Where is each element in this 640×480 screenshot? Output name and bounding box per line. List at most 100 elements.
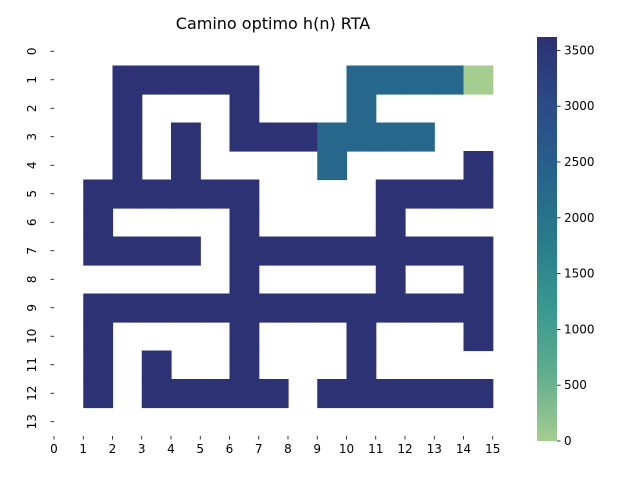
heatmap-cell (463, 293, 494, 323)
y-tick-label: 12 (25, 386, 39, 401)
heatmap-cell (200, 65, 231, 95)
heatmap-cell (317, 151, 348, 181)
heatmap-cell (229, 265, 260, 295)
colorbar-tick-label: 3000 (564, 99, 595, 113)
x-tick-label: 4 (167, 442, 175, 456)
x-tick-label: 6 (226, 442, 234, 456)
heatmap-cell (229, 379, 260, 409)
heatmap-cell (200, 293, 231, 323)
heatmap-cell (317, 293, 348, 323)
heatmap-cell (200, 379, 231, 409)
colorbar-tick-label: 1000 (564, 322, 595, 336)
colorbar-tick-label: 500 (564, 378, 587, 392)
heatmap-cell (112, 179, 143, 209)
heatmap-cell (83, 322, 114, 352)
heatmap-cell (463, 236, 494, 266)
heatmap-cell (375, 208, 406, 238)
heatmap-cell (434, 179, 465, 209)
y-tick-label: 4 (25, 161, 39, 169)
heatmap-cell (288, 293, 318, 323)
heatmap-cell (229, 94, 260, 124)
x-tick-label: 10 (339, 442, 354, 456)
heatmap-cell (463, 379, 494, 409)
heatmap-cell (141, 236, 172, 266)
heatmap-cell (258, 236, 289, 266)
heatmap-cell (346, 122, 377, 152)
y-tick-label: 10 (25, 329, 39, 344)
heatmap-cell (171, 65, 201, 95)
x-tick-label: 8 (284, 442, 292, 456)
heatmap-cell (375, 179, 406, 209)
heatmap-cell (317, 122, 348, 152)
heatmap-cell (346, 94, 377, 124)
heatmap-cell (229, 65, 260, 95)
heatmap-cell (288, 122, 318, 152)
heatmap-cell (112, 65, 143, 95)
heatmap-cell (171, 379, 201, 409)
heatmap-cell (112, 94, 143, 124)
heatmap-cell (141, 350, 172, 380)
x-tick-label: 13 (427, 442, 442, 456)
x-tick-label: 7 (255, 442, 263, 456)
heatmap-cell (375, 236, 406, 266)
heatmap-cell (405, 122, 435, 152)
heatmap-cell (112, 151, 143, 181)
heatmap-cell (229, 350, 260, 380)
x-tick-label: 5 (196, 442, 204, 456)
x-tick-label: 2 (109, 442, 117, 456)
colorbar-axis: 0 500 1000 1500 2000 2500 3000 3500 (557, 43, 595, 448)
x-tick-label: 15 (485, 442, 500, 456)
heatmap-cell (229, 293, 260, 323)
heatmap-cell (463, 151, 494, 181)
y-tick-label: 7 (25, 247, 39, 255)
x-tick-label: 0 (50, 442, 58, 456)
heatmap-cell (112, 236, 143, 266)
heatmap-cell (229, 179, 260, 209)
heatmap-cell (229, 208, 260, 238)
y-tick-label: 13 (25, 414, 39, 429)
heatmap-cell (171, 179, 201, 209)
y-tick-label: 3 (25, 133, 39, 141)
heatmap-cell (171, 293, 201, 323)
heatmap-cell (463, 265, 494, 295)
heatmap-cell (375, 293, 406, 323)
heatmap-cell (258, 379, 289, 409)
heatmap-cell (171, 122, 201, 152)
heatmap-cell (229, 322, 260, 352)
y-tick-label: 8 (25, 275, 39, 283)
y-tick-label: 6 (25, 218, 39, 226)
heatmap-cell (346, 379, 377, 409)
heatmap-cell (317, 236, 348, 266)
x-tick-label: 12 (397, 442, 412, 456)
heatmap-cell (141, 293, 172, 323)
heatmap-cell (346, 236, 377, 266)
heatmap-cell (346, 322, 377, 352)
colorbar-tick-label: 0 (564, 434, 572, 448)
heatmap-cells (83, 65, 494, 409)
x-tick-label: 3 (138, 442, 146, 456)
heatmap-cell (83, 293, 114, 323)
y-tick-label: 1 (25, 76, 39, 84)
heatmap-cell (405, 179, 435, 209)
x-tick-label: 14 (456, 442, 471, 456)
heatmap-cell (375, 65, 406, 95)
heatmap-cell (141, 65, 172, 95)
heatmap-cell (405, 65, 435, 95)
heatmap-cell (463, 65, 494, 95)
heatmap-cell (229, 122, 260, 152)
heatmap-cell (463, 322, 494, 352)
colorbar-tick-label: 3500 (564, 43, 595, 57)
heatmap-cell (434, 236, 465, 266)
heatmap-cell (83, 350, 114, 380)
heatmap-cell (258, 293, 289, 323)
y-tick-label: 0 (25, 47, 39, 55)
x-axis: 0 1 2 3 4 5 6 7 8 9 10 11 12 13 14 15 (50, 436, 500, 456)
heatmap-cell (405, 293, 435, 323)
heatmap-cell (83, 179, 114, 209)
heatmap-cell (112, 293, 143, 323)
heatmap-cell (317, 379, 348, 409)
y-tick-label: 9 (25, 304, 39, 312)
heatmap-cell (405, 236, 435, 266)
